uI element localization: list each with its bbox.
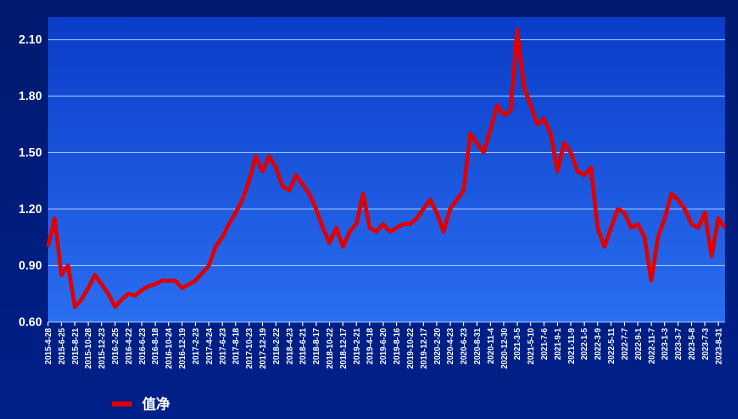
x-tick-label: 2020-2-20 xyxy=(433,327,442,364)
x-tick-label: 2021-7-6 xyxy=(540,327,549,360)
x-tick-label: 2018-2-22 xyxy=(272,327,281,364)
x-tick-label: 2019-12-17 xyxy=(419,327,428,368)
y-tick-label: 1.80 xyxy=(19,89,43,103)
x-tick-label: 2015-12-23 xyxy=(98,327,107,368)
x-tick-label: 2020-8-31 xyxy=(473,327,482,364)
x-tick-label: 2017-10-23 xyxy=(245,327,254,368)
x-tick-label: 2016-6-23 xyxy=(138,327,147,364)
x-tick-label: 2021-11-9 xyxy=(567,327,576,364)
x-tick-label: 2018-4-23 xyxy=(285,327,294,364)
x-tick-label: 2016-12-19 xyxy=(178,327,187,368)
x-tick-label: 2022-1-5 xyxy=(580,327,589,360)
x-tick-label: 2023-3-7 xyxy=(674,327,683,360)
x-tick-label: 2017-8-18 xyxy=(232,327,241,364)
x-tick-label: 2020-6-23 xyxy=(460,327,469,364)
x-tick-label: 2021-3-5 xyxy=(513,327,522,360)
x-tick-label: 2018-6-21 xyxy=(299,327,308,364)
x-tick-label: 2022-5-11 xyxy=(607,327,616,364)
y-tick-label: 1.50 xyxy=(19,146,43,160)
x-tick-label: 2016-2-25 xyxy=(111,327,120,364)
x-tick-label: 2017-2-23 xyxy=(191,327,200,364)
x-tick-label: 2016-4-22 xyxy=(124,327,133,364)
x-tick-label: 2019-4-18 xyxy=(366,327,375,364)
x-tick-label: 2020-4-23 xyxy=(446,327,455,364)
x-tick-label: 2020-12-30 xyxy=(500,327,509,368)
x-tick-label: 2016-10-24 xyxy=(165,327,174,368)
y-tick-label: 0.90 xyxy=(19,259,43,273)
x-tick-label: 2019-10-22 xyxy=(406,327,415,368)
y-tick-label: 2.10 xyxy=(19,33,43,47)
y-tick-label: 1.20 xyxy=(19,202,43,216)
x-tick-label: 2022-11-7 xyxy=(647,327,656,364)
x-tick-label: 2022-3-9 xyxy=(594,327,603,360)
x-tick-label: 2020-11-4 xyxy=(486,327,495,364)
x-tick-label: 2017-12-19 xyxy=(258,327,267,368)
x-tick-label: 2015-8-21 xyxy=(71,327,80,364)
x-tick-label: 2015-6-25 xyxy=(57,327,66,364)
x-tick-label: 2021-9-1 xyxy=(553,327,562,360)
x-tick-label: 2018-10-22 xyxy=(326,327,335,368)
x-tick-label: 2023-8-31 xyxy=(714,327,723,364)
x-tick-label: 2022-7-7 xyxy=(620,327,629,360)
x-tick-label: 2019-6-20 xyxy=(379,327,388,364)
y-tick-label: 0.60 xyxy=(19,315,43,329)
x-tick-label: 2015-4-28 xyxy=(44,327,53,364)
legend-label: 值净 xyxy=(142,396,170,412)
x-tick-label: 2016-8-18 xyxy=(151,327,160,364)
x-tick-label: 2017-6-23 xyxy=(218,327,227,364)
x-tick-label: 2019-8-16 xyxy=(393,327,402,364)
x-tick-label: 2022-9-1 xyxy=(634,327,643,360)
data-line xyxy=(46,28,727,309)
x-tick-label: 2017-4-24 xyxy=(205,327,214,364)
x-tick-label: 2023-7-3 xyxy=(701,327,710,360)
plot-area xyxy=(48,17,725,322)
x-tick-label: 2023-1-3 xyxy=(661,327,670,360)
x-tick-label: 2018-8-17 xyxy=(312,327,321,364)
x-tick-label: 2021-5-10 xyxy=(527,327,536,364)
x-tick-label: 2015-10-28 xyxy=(84,327,93,368)
x-tick-label: 2018-12-17 xyxy=(339,327,348,368)
x-tick-label: 2019-2-21 xyxy=(352,327,361,364)
x-tick-label: 2023-5-8 xyxy=(687,327,696,360)
